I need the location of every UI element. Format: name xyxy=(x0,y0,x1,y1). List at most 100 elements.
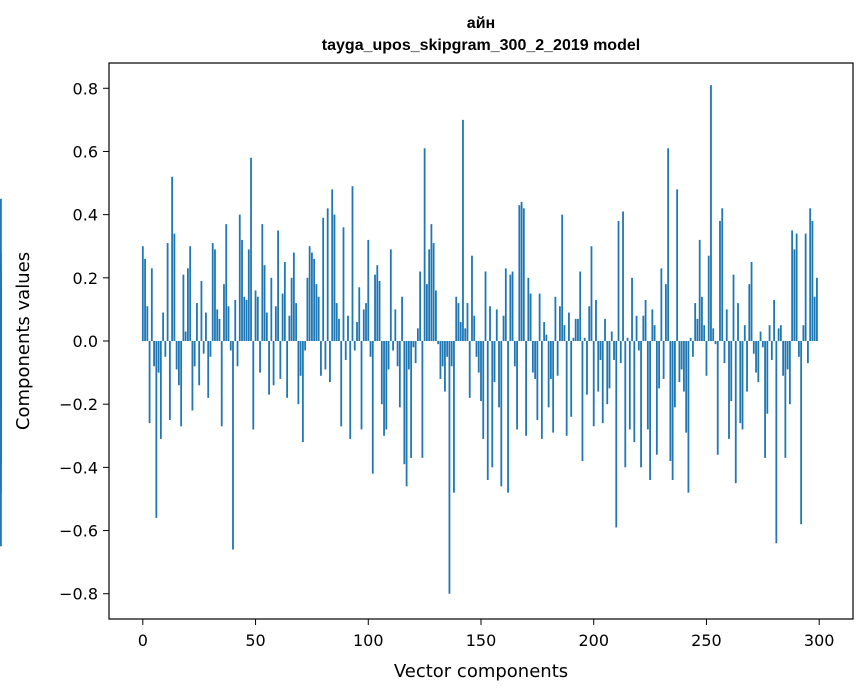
bar xyxy=(270,277,273,341)
bar xyxy=(182,274,185,341)
bar xyxy=(333,214,336,341)
bar xyxy=(570,341,573,417)
bar xyxy=(482,341,485,439)
bar xyxy=(277,230,279,341)
bar xyxy=(200,280,203,341)
bar xyxy=(809,208,812,341)
bar xyxy=(376,265,379,341)
bar xyxy=(572,337,575,341)
bar xyxy=(274,306,277,341)
bar xyxy=(410,341,413,458)
bar xyxy=(689,337,692,341)
bar xyxy=(272,341,275,386)
bar xyxy=(288,315,291,341)
bar xyxy=(444,341,446,392)
bar xyxy=(480,341,482,402)
bar xyxy=(642,315,645,341)
bar xyxy=(245,299,248,341)
bar xyxy=(502,315,505,341)
bar xyxy=(486,341,489,480)
bar xyxy=(153,341,155,367)
bar xyxy=(743,325,746,341)
bar xyxy=(358,287,361,341)
bar xyxy=(378,280,381,341)
bar xyxy=(764,341,766,458)
bar xyxy=(669,341,672,462)
y-tick-label: −0.2 xyxy=(59,395,98,414)
bar xyxy=(811,220,814,341)
x-tick-label: 50 xyxy=(245,631,265,650)
bar xyxy=(223,284,225,341)
bar xyxy=(716,341,719,455)
bar xyxy=(304,341,307,351)
bar xyxy=(317,296,320,341)
bar xyxy=(157,341,160,373)
bar xyxy=(198,341,201,386)
bar xyxy=(683,341,685,392)
bar xyxy=(315,284,318,341)
bar xyxy=(168,341,171,420)
bar xyxy=(0,312,2,341)
bar xyxy=(416,328,419,341)
bar xyxy=(660,268,663,341)
bar xyxy=(579,271,582,341)
bar xyxy=(782,341,785,376)
bar xyxy=(425,284,428,341)
x-tick-label: 0 xyxy=(138,631,148,650)
bar xyxy=(430,224,433,341)
bar xyxy=(748,284,751,341)
bar xyxy=(220,341,223,427)
bar xyxy=(335,303,338,341)
bar xyxy=(394,309,397,341)
bar xyxy=(453,341,455,493)
bar xyxy=(705,341,708,376)
bar xyxy=(633,341,636,443)
y-tick-label: −0.8 xyxy=(59,585,98,604)
bar xyxy=(721,208,724,341)
chart-subtitle: tayga_upos_skipgram_300_2_2019 model xyxy=(322,37,640,54)
bar xyxy=(193,341,196,367)
x-tick-label: 200 xyxy=(578,631,609,650)
bar xyxy=(187,268,189,341)
bar xyxy=(164,341,167,357)
bar xyxy=(247,249,250,341)
bar xyxy=(685,341,688,433)
bar xyxy=(367,239,370,341)
bar xyxy=(586,341,588,395)
bar xyxy=(308,246,311,341)
bar xyxy=(712,328,715,341)
bar xyxy=(295,303,298,341)
bar xyxy=(664,284,667,341)
bar xyxy=(770,341,773,360)
bar xyxy=(741,341,744,430)
bar xyxy=(252,341,255,430)
bar xyxy=(457,303,460,341)
bar xyxy=(403,341,406,465)
bar xyxy=(527,277,530,341)
bar xyxy=(653,325,656,341)
bar xyxy=(624,341,627,468)
bar xyxy=(412,341,415,348)
x-axis-ticks: 0 50 100 150 200 250 300 xyxy=(138,619,834,650)
bar xyxy=(171,176,174,341)
bar xyxy=(232,341,234,550)
bar xyxy=(196,303,198,341)
bar xyxy=(507,341,509,493)
bar xyxy=(398,341,401,408)
bar xyxy=(667,148,670,341)
bar xyxy=(710,85,712,341)
bar xyxy=(326,208,329,341)
bar xyxy=(238,214,241,341)
bar xyxy=(730,341,733,402)
bar xyxy=(423,148,426,341)
bar xyxy=(468,341,471,398)
bar xyxy=(549,341,552,379)
bar xyxy=(777,328,780,341)
bar xyxy=(216,309,219,341)
bar xyxy=(263,265,266,341)
plot-frame xyxy=(108,62,854,620)
bar xyxy=(324,341,327,370)
bar xyxy=(513,341,516,367)
bar xyxy=(392,341,394,351)
